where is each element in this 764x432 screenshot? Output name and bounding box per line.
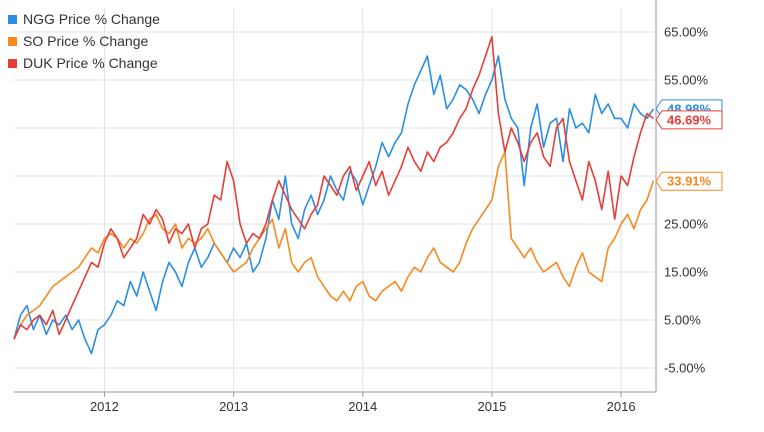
x-tick-label: 2015 (477, 399, 506, 414)
series-line-1 (13, 151, 655, 340)
x-tick-label: 2016 (607, 399, 636, 414)
y-tick-label: 55.00% (664, 73, 709, 88)
x-tick-label: 2012 (90, 399, 119, 414)
y-tick-label: 25.00% (664, 217, 709, 232)
end-label-text: 46.69% (667, 112, 712, 127)
y-tick-label: 5.00% (664, 313, 701, 328)
legend-label-so: SO Price % Change (23, 33, 149, 49)
gridlines (14, 8, 656, 392)
end-label-box (655, 171, 723, 191)
end-label-text: 33.91% (667, 174, 712, 189)
legend-item-duk[interactable]: DUK Price % Change (8, 52, 160, 74)
y-tick-label: 15.00% (664, 265, 709, 280)
x-tick-label: 2013 (219, 399, 248, 414)
y-tick-label: 65.00% (664, 25, 709, 40)
legend-swatch-duk (8, 58, 17, 68)
end-label-1: 33.91% (655, 171, 723, 191)
y-tick-label: -5.00% (664, 361, 706, 376)
legend-swatch-ngg (8, 14, 17, 24)
series-line-2 (13, 35, 654, 340)
legend-label-duk: DUK Price % Change (23, 55, 158, 71)
legend-item-ngg[interactable]: NGG Price % Change (8, 8, 160, 30)
legend: NGG Price % Change SO Price % Change DUK… (8, 8, 160, 74)
legend-label-ngg: NGG Price % Change (23, 11, 160, 27)
end-label-box (655, 110, 723, 130)
series-line-0 (13, 55, 655, 355)
end-label-2: 46.69% (655, 110, 723, 130)
end-value-labels: 48.98%33.91%46.69% (655, 99, 723, 191)
series-lines (13, 35, 655, 355)
axes: 65.00% 55.00% 25.00% 15.00% 5.00% -5.00% 2012 2… (14, 0, 709, 414)
legend-item-so[interactable]: SO Price % Change (8, 30, 160, 52)
x-tick-label: 2014 (348, 399, 377, 414)
legend-swatch-so (8, 36, 17, 46)
